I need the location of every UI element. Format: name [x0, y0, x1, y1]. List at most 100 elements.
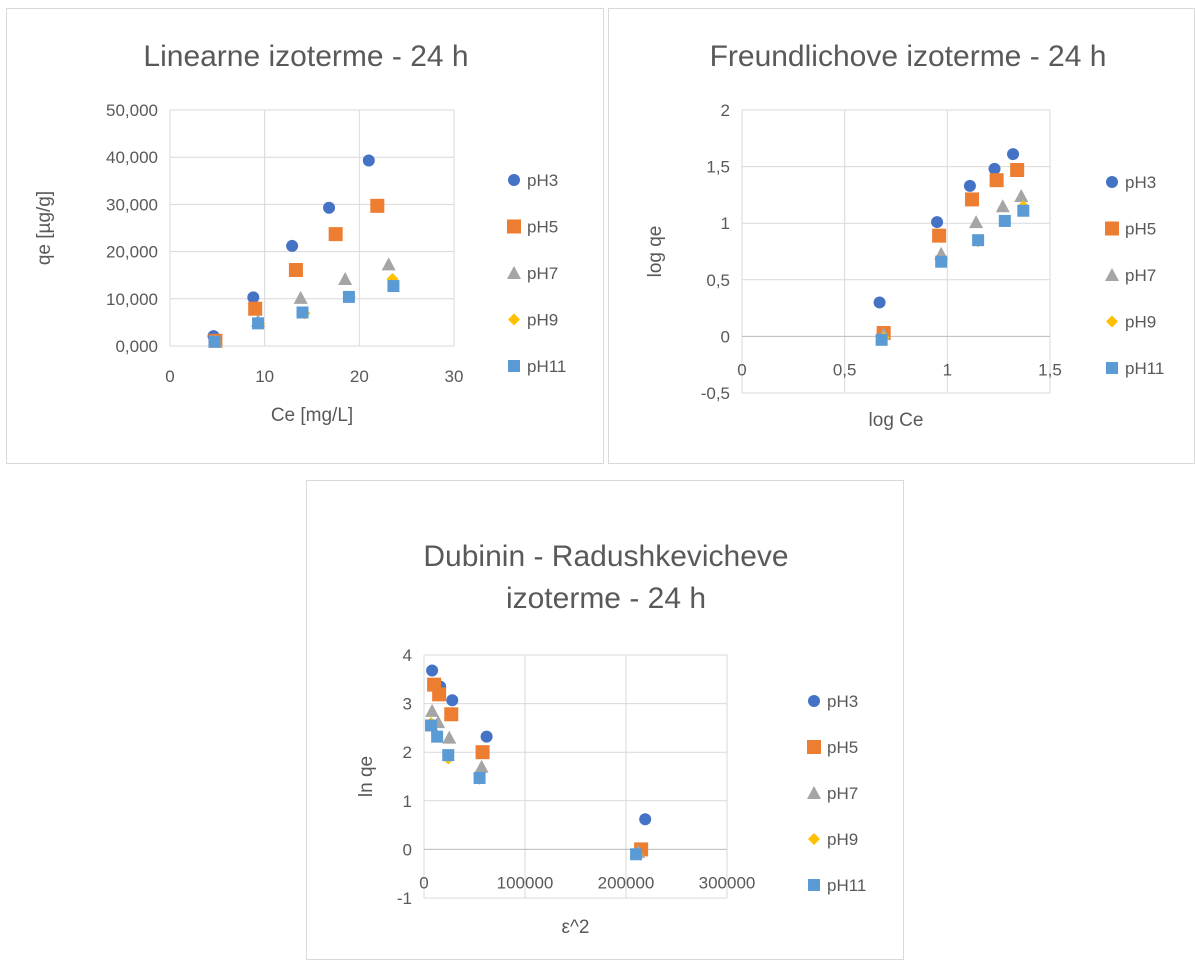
legend-marker-ph7	[1105, 268, 1119, 281]
legend-label: pH9	[827, 830, 858, 849]
data-point-ph7	[381, 257, 396, 271]
x-tick-label: 300000	[699, 873, 756, 892]
data-point-ph3	[286, 239, 299, 252]
legend-label: pH9	[1125, 313, 1156, 332]
legend-item-ph11: pH11	[508, 357, 566, 376]
legend-item-ph11: pH11	[1106, 359, 1164, 378]
x-tick-label: 0,5	[833, 360, 857, 379]
x-tick-label: 1,5	[1038, 360, 1062, 379]
y-tick-label: 1	[721, 214, 730, 233]
legend: pH3 pH5 pH7 pH9 pH11	[807, 692, 866, 895]
data-point-ph11	[972, 234, 985, 247]
series-ph5	[208, 198, 385, 348]
legend-label: pH3	[1125, 173, 1156, 192]
y-tick-label: 0	[403, 840, 412, 859]
legend-marker-ph3	[808, 695, 820, 707]
chart-svg-linearne: Linearne izoterme - 24 h 0,000 10,000 20,00…	[34, 40, 566, 426]
data-point-ph11	[875, 333, 888, 346]
chart-linearne-izoterme: Linearne izoterme - 24 h 0,000 10,000 20,00…	[6, 8, 604, 464]
y-tick-label: 30,000	[106, 195, 158, 214]
y-tick-label: 2	[721, 101, 730, 120]
legend-item-ph7: pH7	[807, 784, 858, 803]
legend-marker-ph11	[1106, 362, 1118, 374]
data-point-ph11	[935, 255, 948, 268]
series-ph11	[875, 204, 1030, 346]
data-point-ph11	[296, 306, 309, 319]
y-tick-label: 2	[403, 743, 412, 762]
data-point-ph3	[963, 179, 976, 192]
x-tick-label: 1	[943, 360, 952, 379]
legend-label: pH7	[827, 784, 858, 803]
data-point-ph11	[442, 749, 455, 762]
legend-label: pH5	[1125, 220, 1156, 239]
legend-item-ph3: pH3	[1106, 173, 1156, 192]
x-axis-title: log Ce	[869, 410, 924, 431]
data-point-ph11	[630, 848, 643, 861]
y-tick-label: -1	[397, 889, 412, 908]
data-point-ph11	[425, 719, 438, 732]
legend-marker-ph7	[807, 786, 821, 799]
legend-item-ph5: pH5	[1105, 220, 1156, 239]
legend-item-ph7: pH7	[507, 264, 558, 283]
data-point-ph3	[446, 694, 459, 707]
data-point-ph7	[474, 759, 489, 773]
data-point-ph11	[252, 317, 265, 330]
legend-label: pH5	[827, 738, 858, 757]
legend-item-ph11: pH11	[808, 876, 866, 895]
y-tick-label: 3	[403, 695, 412, 714]
data-point-ph3	[426, 664, 439, 677]
legend-marker-ph9	[508, 313, 520, 326]
data-point-ph5	[1010, 162, 1025, 177]
x-tick-label: 0	[737, 360, 746, 379]
x-tick-label: 200000	[598, 873, 655, 892]
x-tick-label: 20	[350, 367, 369, 386]
y-tick-label: -0,5	[701, 384, 730, 403]
legend: pH3 pH5 pH7 pH9 pH11	[507, 171, 566, 376]
series-ph7	[425, 703, 646, 858]
data-point-ph11	[998, 214, 1011, 227]
legend-marker-ph5	[1105, 221, 1119, 236]
series-ph7	[876, 189, 1029, 341]
data-point-ph3	[362, 154, 375, 167]
legend-item-ph3: pH3	[808, 692, 858, 711]
legend-item-ph9: pH9	[1106, 313, 1156, 332]
legend-marker-ph9	[1106, 315, 1118, 328]
legend-marker-ph11	[508, 360, 520, 372]
chart-title-line-2: izoterme - 24 h	[506, 582, 706, 615]
legend-item-ph5: pH5	[507, 218, 558, 237]
data-point-ph5	[444, 707, 459, 722]
data-point-ph5	[328, 227, 343, 242]
legend-label: pH7	[1125, 266, 1156, 285]
legend: pH3 pH5 pH7 pH9 pH11	[1105, 173, 1164, 378]
series-ph3	[207, 154, 375, 343]
y-axis-title: ln qe	[356, 756, 377, 797]
legend-label: pH5	[527, 218, 558, 237]
x-tick-label: 10	[255, 367, 274, 386]
y-tick-label: 0	[721, 327, 730, 346]
legend-label: pH9	[527, 311, 558, 330]
y-axis-title: qe [µg/g]	[34, 191, 55, 265]
data-point-ph5	[432, 687, 447, 702]
legend-marker-ph9	[808, 833, 820, 845]
chart-svg-dubinin: Dubinin - Radushkevicheve izoterme - 24 h…	[356, 540, 866, 938]
legend-item-ph9: pH9	[808, 830, 858, 849]
data-point-ph5	[288, 263, 303, 278]
data-point-ph5	[475, 745, 490, 760]
data-point-ph7	[969, 215, 984, 229]
y-tick-label: 50,000	[106, 101, 158, 120]
y-axis-title: log qe	[645, 226, 666, 278]
y-tick-label: 1	[403, 792, 412, 811]
data-point-ph5	[989, 173, 1004, 188]
series-ph5	[427, 677, 649, 857]
chart-svg-freundlichove: Freundlichove izoterme - 24 h -0,5 0 0,5 1 1,…	[645, 40, 1164, 431]
series-ph11	[208, 280, 400, 348]
legend-marker-ph5	[507, 219, 521, 234]
x-tick-label: 0	[165, 367, 174, 386]
data-point-ph7	[995, 199, 1010, 213]
data-point-ph11	[431, 730, 444, 743]
x-tick-label: 30	[445, 367, 464, 386]
legend-item-ph9: pH9	[508, 311, 558, 330]
x-axis-title: Ce [mg/L]	[271, 405, 353, 426]
chart-title: Freundlichove izoterme - 24 h	[710, 40, 1107, 73]
y-tick-label: 1,5	[706, 158, 730, 177]
